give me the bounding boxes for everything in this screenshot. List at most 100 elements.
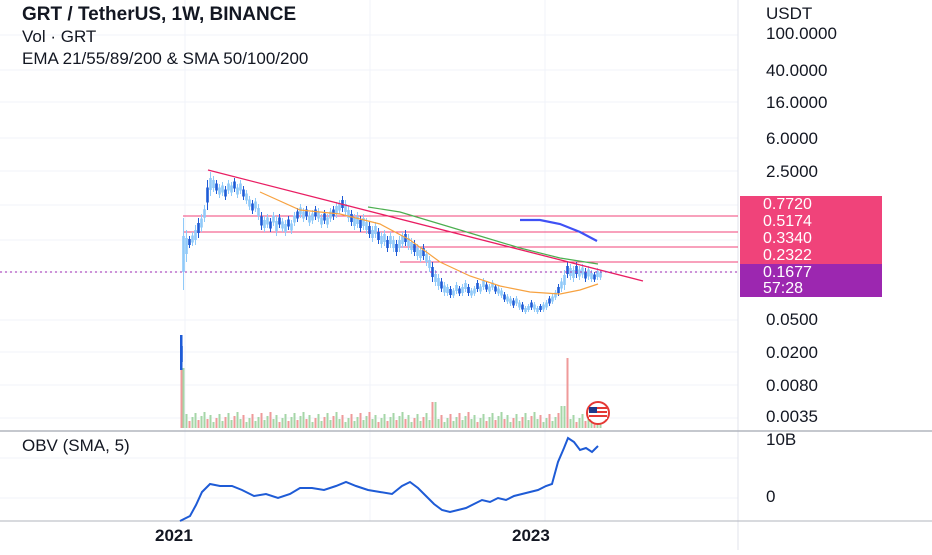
candle-body [314, 209, 317, 217]
volume-bar [287, 421, 290, 428]
volume-bar [362, 420, 365, 428]
candle-body [599, 272, 602, 278]
candle-body [542, 304, 545, 310]
volume-bar [338, 419, 341, 428]
volume-bar [266, 416, 269, 428]
ema-orange-line [259, 191, 599, 295]
level-label-05174[interactable]: 0.5174 [740, 213, 882, 230]
volume-legend[interactable]: Vol · GRT [22, 27, 97, 46]
current-price-label[interactable]: 0.1677 [740, 264, 882, 281]
volume-bar [479, 418, 482, 428]
volume-bar [455, 417, 458, 428]
candle-body [458, 288, 461, 294]
descending-trendline [207, 169, 644, 282]
level-label-0772[interactable]: 0.7720 [740, 196, 882, 213]
candle-body [233, 181, 236, 189]
symbol-title[interactable]: GRT / TetherUS, 1W, BINANCE [22, 4, 297, 25]
volume-bar [323, 417, 326, 428]
candle-body [338, 203, 341, 211]
volume-bar [281, 418, 284, 428]
volume-bar [401, 412, 404, 428]
volume-bar [377, 422, 380, 428]
volume-bar [419, 421, 422, 428]
volume-bar [440, 415, 443, 428]
candle-body [596, 271, 599, 277]
candle-body [425, 254, 428, 262]
volume-bar [221, 421, 224, 428]
volume-bar [575, 422, 578, 428]
volume-bar [272, 419, 275, 428]
volume-bar [311, 422, 314, 428]
candle-body [515, 298, 518, 304]
candle-body [371, 230, 374, 238]
volume-bar [180, 368, 183, 428]
volume-bar [581, 414, 584, 428]
volume-bar [437, 419, 440, 428]
candle-body [257, 208, 260, 216]
countdown-label[interactable]: 57:28 [740, 280, 882, 297]
candle-body [275, 221, 278, 231]
volume-bar [443, 422, 446, 428]
candle-body [578, 269, 581, 277]
volume-bar [209, 415, 212, 428]
volume-bar [392, 413, 395, 428]
candle-body [227, 183, 230, 191]
candle-body [335, 206, 338, 214]
candle-body [461, 287, 464, 293]
volume-bar [521, 417, 524, 428]
candle-body [479, 286, 482, 292]
volume-bar [212, 422, 215, 428]
candle-body [302, 211, 305, 219]
volume-bar [425, 413, 428, 428]
candle-body [443, 285, 446, 293]
candle-body [581, 267, 584, 275]
candle-body [320, 217, 323, 225]
candle-body [407, 238, 410, 246]
volume-bar [476, 422, 479, 428]
obv-legend[interactable]: OBV (SMA, 5) [22, 436, 130, 455]
candle-body [224, 189, 227, 197]
candle-body [185, 238, 188, 254]
candle-body [488, 286, 491, 292]
volume-bar [197, 420, 200, 428]
candle-body [509, 298, 512, 304]
candle-body [278, 217, 281, 225]
volume-bar [341, 415, 344, 428]
candle-body [377, 232, 380, 240]
candle-body [356, 216, 359, 224]
candle-body [359, 220, 362, 228]
candle-body [413, 244, 416, 252]
volume-bar [245, 422, 248, 428]
candle-body [476, 283, 479, 289]
volume-bar [386, 421, 389, 428]
volume-bar [335, 412, 338, 428]
indicators-legend[interactable]: EMA 21/55/89/200 & SMA 50/100/200 [22, 49, 309, 68]
volume-bar [191, 417, 194, 428]
candle-body [206, 187, 209, 203]
volume-bar [368, 412, 371, 428]
volume-bar [434, 402, 437, 428]
volume-bar [296, 420, 299, 428]
volume-bar [230, 420, 233, 428]
candle-body [287, 219, 290, 227]
level-label-02322[interactable]: 0.2322 [740, 247, 882, 264]
level-label-03340[interactable]: 0.3340 [740, 230, 882, 247]
candle-body [431, 267, 434, 277]
candle-body [536, 308, 539, 312]
volume-bar [293, 413, 296, 428]
volume-bar [518, 421, 521, 428]
volume-bar [560, 406, 563, 428]
candle-body [353, 218, 356, 226]
volume-bar [506, 415, 509, 428]
candle-body [368, 226, 371, 234]
price-tick: 0.0500 [766, 310, 818, 329]
volume-bar [317, 414, 320, 428]
us-flag-icon[interactable] [586, 401, 610, 425]
volume-bar [344, 422, 347, 428]
volume-bar [461, 420, 464, 428]
candle-body [281, 221, 284, 229]
sma-blue-line [520, 218, 598, 242]
volume-bar [395, 420, 398, 428]
